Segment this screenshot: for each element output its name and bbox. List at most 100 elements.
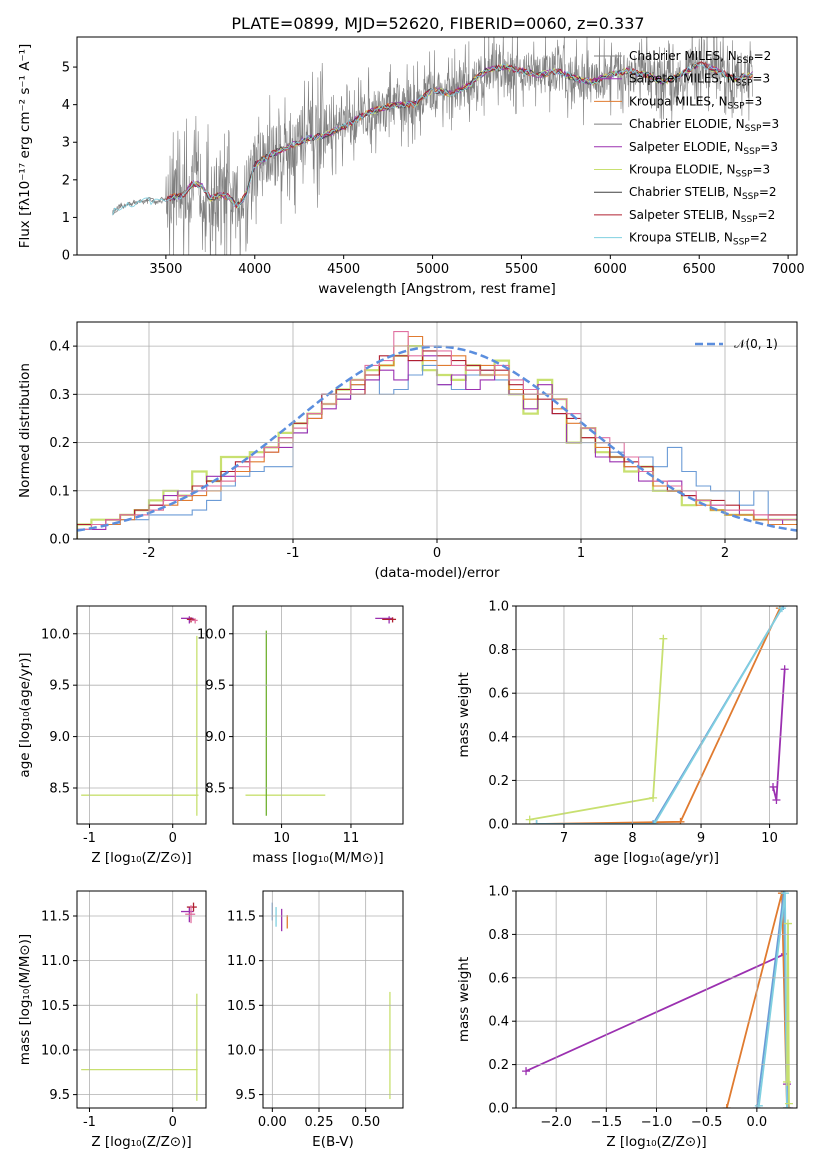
- y-axis-label: mass weight: [456, 672, 472, 757]
- legend-sub: SSP: [736, 79, 753, 89]
- plots: 3500 4000 4500 5000 5500 6000 6500 7000012345wa…: [17, 36, 805, 1150]
- legend-label: Kroupa MILES, N: [629, 94, 728, 108]
- weight-marker: [772, 796, 781, 805]
- x-tick-label: −0.5: [691, 1115, 723, 1130]
- y-tick-label: 10.0: [227, 1043, 256, 1058]
- weight-marker: [525, 815, 534, 824]
- x-tick-label: 10: [761, 831, 778, 846]
- x-tick-label: −1.0: [641, 1115, 673, 1130]
- legend-sub: SSP: [737, 56, 754, 66]
- legend-tail: =3: [745, 94, 763, 108]
- x-tick-label: 0: [433, 546, 441, 561]
- legend-tail: =3: [752, 163, 770, 177]
- x-tick-label: -2: [143, 546, 156, 561]
- errorbar-point: [185, 905, 196, 924]
- legend-label: Chabrier MILES, N: [629, 49, 737, 63]
- x-tick-label: 6500: [683, 262, 716, 277]
- mass-vs-Z-frame: [76, 890, 207, 1109]
- legend-sub: SSP: [743, 147, 760, 157]
- x-tick-label: 8: [628, 831, 636, 846]
- x-axis-label: Z [log₁₀(Z/Z⊙)]: [91, 850, 191, 866]
- histogram-1: [77, 364, 797, 539]
- errorbar-point: [191, 618, 198, 624]
- legend-entry: Kroupa STELIB, NSSP=2: [629, 231, 767, 248]
- spectrum-frame: [76, 36, 798, 256]
- legend-tail: =2: [758, 208, 776, 222]
- weight-marker: [722, 1104, 731, 1108]
- legend-entry: Salpeter ELODIE, NSSP=3: [629, 140, 778, 157]
- age-vs-mass-plot-area: [245, 616, 397, 816]
- mass-vs-ebv-frame: [262, 890, 404, 1109]
- legend-sub: SSP: [728, 101, 745, 111]
- weight-marker: [783, 919, 792, 928]
- x-axis-label: mass [log₁₀(M/M⊙)]: [252, 850, 383, 866]
- y-tick-label: 11.0: [41, 954, 70, 969]
- y-tick-label: 0.6: [488, 687, 509, 702]
- y-tick-label: 1.0: [488, 885, 509, 900]
- mass-vs-ebv-axes: 0.00 0.25 0.50 9.5 10.0 10.5 11.0 11.5 E(B-V): [227, 890, 404, 1150]
- weight-series-3: [536, 607, 783, 824]
- histogram-3: [77, 335, 797, 539]
- x-tick-label: 0.25: [305, 1115, 334, 1130]
- legend-entry: Salpeter STELIB, NSSP=2: [629, 208, 775, 225]
- y-tick-label: 0.8: [488, 928, 509, 943]
- spectrum-data-line: [112, 37, 753, 255]
- weight-marker: [780, 665, 789, 674]
- x-tick-label: -1: [83, 1115, 96, 1130]
- y-tick-label: 9.0: [205, 730, 226, 745]
- legend-tail: =2: [759, 185, 777, 199]
- weight-marker: [784, 1099, 793, 1108]
- y-tick-label: 11.0: [227, 954, 256, 969]
- legend-tail: =3: [760, 140, 778, 154]
- x-tick-label: 5500: [505, 262, 538, 277]
- weight-marker: [782, 1104, 791, 1108]
- x-tick-label: 2: [721, 546, 729, 561]
- y-tick-label: 0.4: [488, 730, 509, 745]
- weight-marker: [782, 1077, 791, 1086]
- legend-sub: SSP: [736, 170, 753, 180]
- y-tick-label: 9.5: [49, 1088, 70, 1103]
- weight-vs-age-axes: 7 8 9 10 0.0 0.2 0.4 0.6 0.8 1.0 age [log₁₀(age/yr…: [456, 600, 798, 866]
- x-tick-label: 0.0: [747, 1115, 768, 1130]
- y-tick-label: 3: [62, 136, 70, 151]
- legend-sub: SSP: [742, 192, 759, 202]
- weight-vs-Z-frame: [515, 890, 798, 1109]
- y-tick-label: 0.0: [49, 533, 70, 548]
- errorbar-point: [382, 617, 397, 623]
- legend-entry: Kroupa MILES, NSSP=3: [629, 94, 762, 111]
- legend-label: Kroupa ELODIE, N: [629, 163, 736, 177]
- weight-marker: [532, 820, 541, 824]
- y-tick-label: 0.2: [488, 1058, 509, 1073]
- legend-entry: Salpeter MILES, NSSP=3: [629, 72, 770, 89]
- legend-tail: =2: [754, 49, 772, 63]
- age-vs-mass-frame: [232, 605, 404, 825]
- y-axis-label: mass [log₁₀(M/M⊙)]: [17, 934, 33, 1065]
- y-tick-label: 1: [62, 211, 70, 226]
- x-tick-label: 4500: [327, 262, 360, 277]
- y-tick-label: 0.2: [49, 436, 70, 451]
- weight-vs-Z-axes: −2.0 −1.5 −1.0 −0.5 0.0 0.0 0.2 0.4 0.6 0.8 1.0 Z […: [456, 885, 798, 1150]
- weight-series-0: [529, 638, 665, 821]
- x-tick-label: 4000: [238, 262, 271, 277]
- y-axis-label: Normed distribution: [17, 363, 33, 498]
- weight-marker: [659, 634, 668, 643]
- x-tick-label: 9: [697, 831, 705, 846]
- y-tick-label: 1.0: [488, 600, 509, 615]
- x-axis-label: age [log₁₀(age/yr)]: [594, 850, 719, 866]
- y-tick-label: 0: [62, 249, 70, 264]
- x-tick-label: −1.5: [591, 1115, 623, 1130]
- model-line-8: [112, 62, 753, 216]
- age-vs-mass-axes: 10 11 8.5 9.0 9.5 10.0 mass [log₁₀(M/M⊙)]: [197, 605, 404, 866]
- y-axis-label: mass weight: [456, 957, 472, 1042]
- figure-title: PLATE=0899, MJD=52620, FIBERID=0060, z=0…: [231, 14, 644, 33]
- weight-vs-age-plot-area: [525, 606, 789, 824]
- x-axis-label: E(B-V): [312, 1134, 354, 1150]
- y-tick-label: 11.5: [41, 910, 70, 925]
- mass-vs-ebv-plot-area: [271, 902, 391, 1100]
- x-tick-label: 5000: [416, 262, 449, 277]
- y-tick-label: 10.0: [197, 627, 226, 642]
- y-tick-label: 4: [62, 98, 70, 113]
- weight-marker: [676, 817, 685, 824]
